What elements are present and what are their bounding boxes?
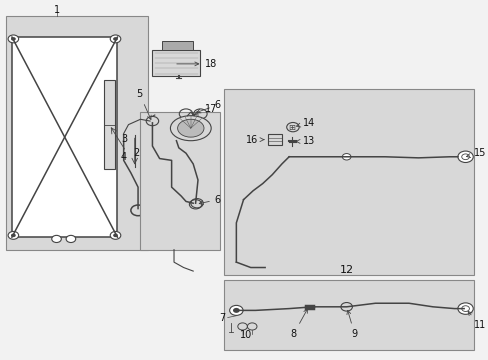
Circle shape bbox=[457, 151, 472, 162]
Circle shape bbox=[342, 154, 350, 160]
Text: 3: 3 bbox=[121, 134, 127, 144]
Text: 17: 17 bbox=[194, 104, 217, 115]
Text: 14: 14 bbox=[296, 118, 314, 128]
Circle shape bbox=[52, 235, 61, 243]
Circle shape bbox=[457, 303, 472, 314]
Text: 11: 11 bbox=[467, 311, 485, 330]
Circle shape bbox=[286, 122, 299, 132]
Text: 12: 12 bbox=[339, 265, 353, 275]
Text: 16: 16 bbox=[245, 135, 264, 145]
Text: 13: 13 bbox=[296, 136, 314, 147]
FancyBboxPatch shape bbox=[224, 280, 473, 350]
Text: 9: 9 bbox=[346, 310, 357, 339]
FancyBboxPatch shape bbox=[6, 16, 147, 249]
Text: 15: 15 bbox=[466, 148, 485, 158]
Ellipse shape bbox=[177, 119, 203, 137]
Text: 5: 5 bbox=[136, 89, 151, 120]
Text: ⊞: ⊞ bbox=[288, 123, 295, 132]
Text: 6: 6 bbox=[196, 100, 221, 113]
Text: 8: 8 bbox=[290, 309, 307, 339]
FancyBboxPatch shape bbox=[162, 41, 193, 50]
FancyBboxPatch shape bbox=[224, 89, 473, 275]
Text: 7: 7 bbox=[219, 312, 225, 323]
FancyBboxPatch shape bbox=[152, 50, 200, 76]
Circle shape bbox=[8, 231, 19, 239]
Bar bbox=[104, 80, 115, 169]
Circle shape bbox=[66, 235, 76, 243]
Circle shape bbox=[110, 35, 121, 43]
FancyBboxPatch shape bbox=[140, 112, 219, 249]
FancyBboxPatch shape bbox=[12, 37, 117, 237]
Text: 1: 1 bbox=[53, 5, 60, 15]
Text: 6: 6 bbox=[199, 195, 221, 204]
Ellipse shape bbox=[170, 116, 211, 141]
Text: 18: 18 bbox=[177, 59, 217, 69]
Bar bbox=[267, 134, 282, 145]
Text: 10: 10 bbox=[239, 330, 251, 341]
Circle shape bbox=[113, 37, 118, 41]
Text: 4: 4 bbox=[121, 152, 127, 162]
Circle shape bbox=[8, 35, 19, 43]
Circle shape bbox=[229, 305, 243, 315]
Circle shape bbox=[11, 37, 16, 41]
Circle shape bbox=[11, 234, 16, 237]
Circle shape bbox=[232, 308, 239, 313]
Text: 2: 2 bbox=[133, 148, 139, 158]
Circle shape bbox=[113, 234, 118, 237]
Circle shape bbox=[110, 231, 121, 239]
